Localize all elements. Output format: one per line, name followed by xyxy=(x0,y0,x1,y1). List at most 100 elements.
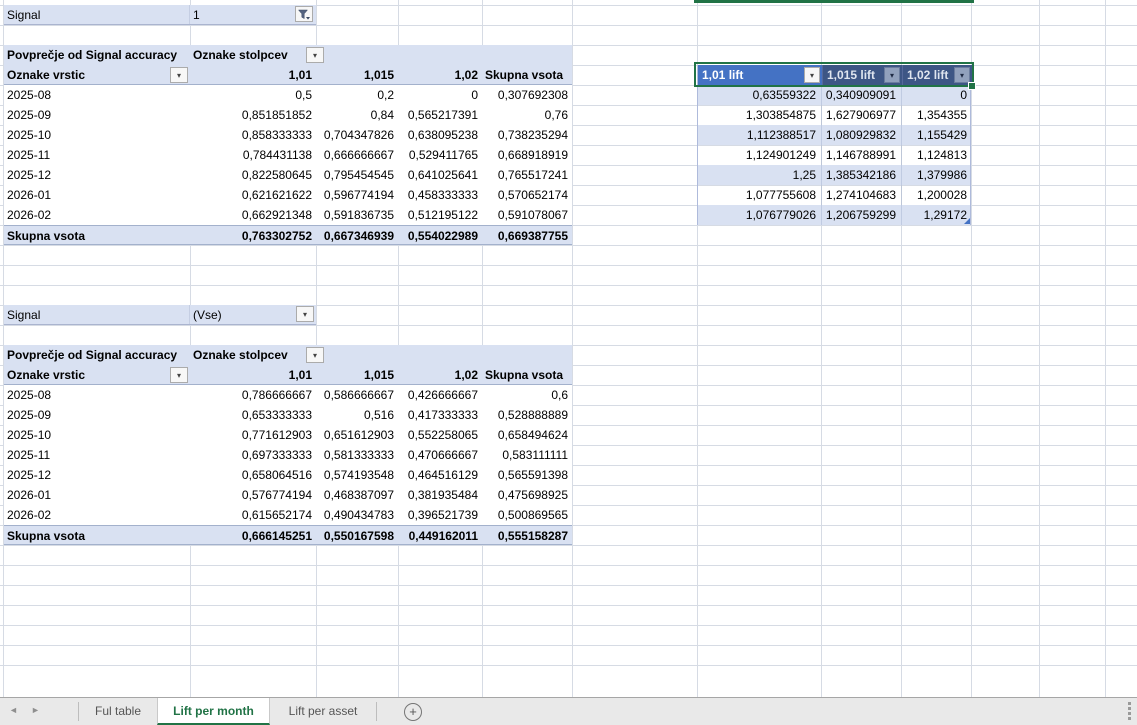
value-cell[interactable]: 0,396521739 xyxy=(407,508,478,522)
row-label[interactable]: 2025-12 xyxy=(7,168,52,182)
new-sheet-button[interactable]: + xyxy=(404,703,422,721)
filter-label[interactable]: Signal xyxy=(4,305,190,324)
value-cell[interactable]: 0,470666667 xyxy=(407,448,478,462)
value-cell[interactable]: 0,738235294 xyxy=(497,128,568,142)
value-cell[interactable]: 0,771612903 xyxy=(241,428,312,442)
sheet-tab-lift-per-month-active[interactable]: Lift per month xyxy=(157,698,270,725)
pivot-measure-title[interactable]: Povprečje od Signal accuracy xyxy=(7,348,178,362)
empty-cell[interactable] xyxy=(482,345,572,365)
value-cell[interactable]: 0,570652174 xyxy=(497,188,568,202)
grand-total-cell[interactable]: 0,555158287 xyxy=(497,529,568,543)
row-label[interactable]: 2025-08 xyxy=(7,88,52,102)
grand-total-cell[interactable]: 0,554022989 xyxy=(407,229,478,243)
value-cell[interactable]: 0,381935484 xyxy=(407,488,478,502)
row-label[interactable]: 2025-11 xyxy=(7,448,51,462)
pivot1-rows-dropdown-button[interactable]: ▾ xyxy=(170,67,188,83)
value-cell[interactable]: 0,666666667 xyxy=(323,148,394,162)
value-cell[interactable]: 0 xyxy=(471,88,478,102)
signal2-filter-dropdown-button[interactable]: ▾ xyxy=(296,306,314,322)
value-cell[interactable]: 0,307692308 xyxy=(497,88,568,102)
pivot-measure-title[interactable]: Povprečje od Signal accuracy xyxy=(7,48,178,62)
value-cell[interactable]: 1,080929832 xyxy=(822,125,902,145)
column-header[interactable]: 1,02 xyxy=(454,368,478,382)
grand-total-cell[interactable]: 0,449162011 xyxy=(408,529,478,543)
value-cell[interactable]: 0,565591398 xyxy=(497,468,568,482)
grand-total-label[interactable]: Skupna vsota xyxy=(7,529,86,543)
column-header-grand-total[interactable]: Skupna vsota xyxy=(485,368,564,382)
value-cell[interactable]: 0,651612903 xyxy=(323,428,394,442)
lift-table-header[interactable]: 1,01 lift ▾ xyxy=(698,65,822,85)
value-cell[interactable]: 1,206759299 xyxy=(822,205,902,225)
selection-fill-handle[interactable] xyxy=(968,82,976,90)
pivot1-columns-dropdown-button[interactable]: ▾ xyxy=(306,47,324,63)
column-header-grand-total[interactable]: Skupna vsota xyxy=(485,68,564,82)
value-cell[interactable]: 1,25 xyxy=(698,165,822,185)
value-cell[interactable]: 0,662921348 xyxy=(241,208,312,222)
lift-col2-filter-dropdown-button[interactable]: ▾ xyxy=(884,67,900,83)
value-cell[interactable]: 1,146788991 xyxy=(822,145,902,165)
value-cell[interactable]: 0,76 xyxy=(544,108,568,122)
grand-total-cell[interactable]: 0,550167598 xyxy=(323,529,394,543)
value-cell[interactable]: 0,512195122 xyxy=(407,208,478,222)
value-cell[interactable]: 0,765517241 xyxy=(497,168,568,182)
value-cell[interactable]: 0,858333333 xyxy=(241,128,312,142)
grand-total-cell[interactable]: 0,666145251 xyxy=(241,529,312,543)
value-cell[interactable]: 0,5 xyxy=(295,88,312,102)
value-cell[interactable]: 0,658064516 xyxy=(241,468,312,482)
value-cell[interactable]: 0,490434783 xyxy=(323,508,394,522)
value-cell[interactable]: 1,200028 xyxy=(916,188,967,202)
value-cell[interactable]: 0,2 xyxy=(377,88,394,102)
column-header[interactable]: 1,015 xyxy=(363,68,394,82)
filter-value[interactable]: 1 xyxy=(193,8,200,22)
value-cell[interactable]: 0 xyxy=(960,88,967,102)
column-header[interactable]: 1,015 xyxy=(363,368,394,382)
grand-total-cell[interactable]: 0,763302752 xyxy=(241,229,312,243)
value-cell[interactable]: 0,529411765 xyxy=(408,148,478,162)
value-cell[interactable]: 0,84 xyxy=(370,108,394,122)
row-label[interactable]: 2026-02 xyxy=(7,208,52,222)
value-cell[interactable]: 0,591078067 xyxy=(497,208,568,222)
row-label[interactable]: 2026-01 xyxy=(7,188,52,202)
value-cell[interactable]: 1,155429 xyxy=(916,128,967,142)
value-cell[interactable]: 0,528888889 xyxy=(497,408,568,422)
row-label[interactable]: 2025-10 xyxy=(7,128,52,142)
pivot-rows-field-label[interactable]: Oznake vrstic xyxy=(7,368,86,382)
value-cell[interactable]: 1,29172 xyxy=(923,208,967,222)
value-cell[interactable]: 0,552258065 xyxy=(407,428,478,442)
sheet-tab-ful-table[interactable]: Ful table xyxy=(94,704,142,718)
row-label[interactable]: 2025-09 xyxy=(7,108,52,122)
lift-table-header[interactable]: 1,015 lift ▾ xyxy=(822,65,902,85)
lift-col1-filter-dropdown-button[interactable]: ▾ xyxy=(804,67,820,83)
value-cell[interactable]: 0,591836735 xyxy=(323,208,394,222)
lift-col3-filter-dropdown-button[interactable]: ▾ xyxy=(954,67,970,83)
value-cell[interactable]: 1,076779026 xyxy=(698,205,822,225)
value-cell[interactable]: 1,379986 xyxy=(916,168,967,182)
value-cell[interactable]: 0,6 xyxy=(551,388,568,402)
value-cell[interactable]: 0,641025641 xyxy=(407,168,478,182)
value-cell[interactable]: 0,426666667 xyxy=(407,388,478,402)
value-cell[interactable]: 0,340909091 xyxy=(822,85,902,105)
value-cell[interactable]: 0,63559322 xyxy=(698,85,822,105)
value-cell[interactable]: 1,077755608 xyxy=(698,185,822,205)
row-label[interactable]: 2025-12 xyxy=(7,468,52,482)
value-cell[interactable]: 0,704347826 xyxy=(323,128,394,142)
value-cell[interactable]: 1,385342186 xyxy=(822,165,902,185)
pivot-columns-field-label[interactable]: Oznake stolpcev xyxy=(193,48,288,62)
value-cell[interactable]: 0,653333333 xyxy=(241,408,312,422)
filter-label[interactable]: Signal xyxy=(4,5,190,24)
value-cell[interactable]: 0,574193548 xyxy=(323,468,394,482)
value-cell[interactable]: 1,112388517 xyxy=(698,125,822,145)
value-cell[interactable]: 0,581333333 xyxy=(323,448,394,462)
value-cell[interactable]: 0,786666667 xyxy=(241,388,312,402)
value-cell[interactable]: 1,354355 xyxy=(916,108,967,122)
row-label[interactable]: 2026-01 xyxy=(7,488,52,502)
value-cell[interactable]: 0,458333333 xyxy=(407,188,478,202)
value-cell[interactable]: 0,668918919 xyxy=(497,148,568,162)
filter-value[interactable]: (Vse) xyxy=(193,308,222,322)
value-cell[interactable]: 0,576774194 xyxy=(241,488,312,502)
empty-cell[interactable] xyxy=(316,345,398,365)
empty-cell[interactable] xyxy=(398,345,482,365)
value-cell[interactable]: 1,627906977 xyxy=(822,105,902,125)
value-cell[interactable]: 0,500869565 xyxy=(497,508,568,522)
grand-total-label[interactable]: Skupna vsota xyxy=(7,229,86,243)
